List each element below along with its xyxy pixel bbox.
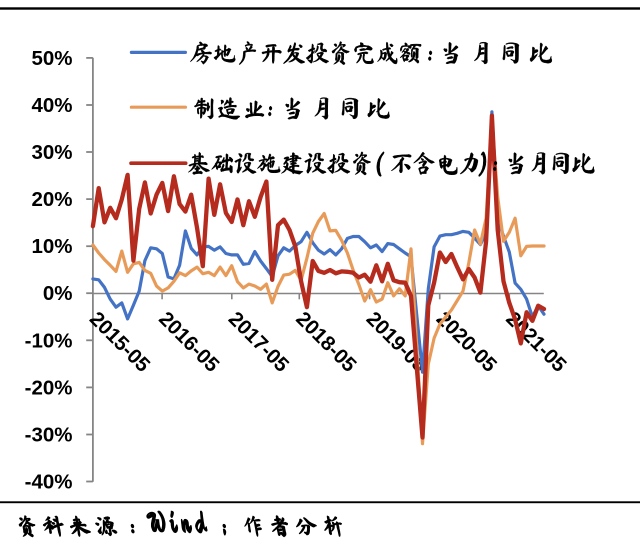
svg-text:50%: 50% bbox=[31, 47, 72, 70]
svg-text:2020-05: 2020-05 bbox=[432, 307, 501, 376]
svg-text:40%: 40% bbox=[31, 94, 72, 117]
svg-text:10%: 10% bbox=[31, 235, 72, 258]
svg-text:2021-05: 2021-05 bbox=[501, 307, 570, 376]
svg-text:-30%: -30% bbox=[25, 424, 73, 447]
svg-text:-20%: -20% bbox=[25, 376, 73, 399]
svg-text:2016-05: 2016-05 bbox=[154, 307, 223, 376]
svg-text:2018-05: 2018-05 bbox=[291, 307, 360, 376]
svg-text:20%: 20% bbox=[31, 188, 72, 211]
svg-text:2017-05: 2017-05 bbox=[224, 307, 293, 376]
svg-text:2015-05: 2015-05 bbox=[85, 307, 154, 376]
svg-text:-10%: -10% bbox=[25, 329, 73, 352]
svg-text:0%: 0% bbox=[43, 282, 73, 305]
svg-text:-40%: -40% bbox=[25, 471, 73, 494]
svg-text:30%: 30% bbox=[31, 141, 72, 164]
